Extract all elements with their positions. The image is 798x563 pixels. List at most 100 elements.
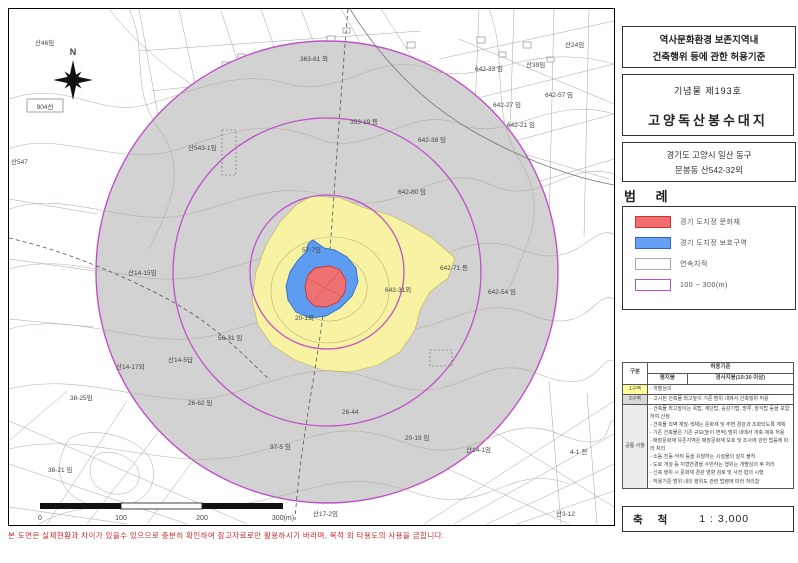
map-parcel-label: 산3-12 <box>556 509 575 518</box>
common-criteria-bullet: - 신축 행위 시 문화재 경관 영향 검토 및 사전 협의 시행 <box>650 470 764 477</box>
map-parcel-label: 산14-17외 <box>116 362 145 371</box>
map-parcel-label: 642-33 임 <box>475 65 503 73</box>
legend-item-heritage: 경기 도지정 문화재 <box>635 216 795 228</box>
monument-box: 기념물 제193호 고양독산봉수대지 <box>622 74 794 136</box>
map-parcel-label: 4-1 전 <box>570 447 587 456</box>
map-parcel-label: 20-1외 <box>295 314 314 322</box>
common-criteria-bullet: - 건축물 최고높이는 옥탑, 계단탑, 승강기탑, 망루, 장식탑 등을 포함… <box>650 406 790 420</box>
scale-tick-label: 200 <box>196 515 208 522</box>
map-parcel-label: 642-57 임 <box>545 91 573 99</box>
map-parcel-label: 산547 <box>11 157 28 166</box>
map-parcel-label: 산24임 <box>565 40 584 49</box>
criteria-title-line1: 역사문화환경 보존지역내 <box>659 34 759 46</box>
map-parcel-label: 산14-1임 <box>466 445 491 454</box>
criteria-title-line2: 건축행위 등에 관한 허용기준 <box>652 51 766 63</box>
scale-value: 1 : 3,000 <box>699 513 750 525</box>
map-parcel-label: 642-54 임 <box>488 288 516 296</box>
address-line1: 경기도 고양시 일산 동구 <box>666 149 752 160</box>
heritage-swatch-icon <box>635 216 671 228</box>
zone2-criteria: - 고시된 건축물 최고높이 기준 범위 내에서 건축행위 허용 <box>647 394 794 406</box>
site-name: 고양독산봉수대지 <box>648 113 768 128</box>
map-parcel-label: 904선 <box>37 102 54 111</box>
criteria-table: 구분 허용기준 평지붕 경사지붕(10:30 이상) 1구역 - 개별심의 2구… <box>622 362 795 489</box>
scale-bar-ticks: 0 100 200 300(m) <box>38 515 294 522</box>
legend-item-label: 경기 도지정 보호구역 <box>680 240 748 247</box>
map-parcel-label: 산543-1임 <box>188 143 217 152</box>
monument-designation: 기념물 제193호 <box>674 86 742 96</box>
criteria-subheader-slope: 경사지붕(10:30 이상) <box>686 372 795 385</box>
criteria-header: 허용기준 <box>647 362 794 374</box>
map-parcel-label: 38-25임 <box>70 394 93 402</box>
address-box: 경기도 고양시 일산 동구 문봉동 산542-32외 <box>622 142 796 182</box>
scale-tick-label: 0 <box>38 515 42 522</box>
cadastral-swatch-icon <box>635 258 671 270</box>
legend-item-cadastral: 연속지적 <box>635 258 795 270</box>
scale-label: 축 척 <box>633 513 674 526</box>
compass-star-icon <box>53 60 93 100</box>
parcel-mesh-se <box>423 380 614 525</box>
side-panel: 역사문화환경 보존지역내 건축행위 등에 관한 허용기준 기념물 제193호 고… <box>622 0 796 563</box>
map-parcel-label: 353-19 등 <box>350 118 378 126</box>
scale-tick-label: 300(m) <box>272 515 294 522</box>
map-parcel-label: 20-19 임 <box>405 434 429 442</box>
map-parcel-label: 642-38 임 <box>418 136 446 144</box>
zone1-label: 1구역 <box>622 383 648 396</box>
parcel-mesh-sw <box>9 198 248 525</box>
map-parcel-label: 산14-15임 <box>128 268 157 277</box>
map-parcel-label: 642-21 임 <box>507 121 535 129</box>
legend-item-label: 경기 도지정 문화재 <box>680 219 741 226</box>
common-criteria-bullet: - 허용기준 범위 내의 행위도 관련 법령에 따라 처리함 <box>650 478 760 485</box>
common-criteria: - 건축물 최고높이는 옥탑, 계단탑, 승강기탑, 망루, 장식탑 등을 포함… <box>647 404 794 489</box>
map-parcel-label: 97-5 임 <box>270 443 291 451</box>
map-parcel-label: 산17-2임 <box>313 509 338 518</box>
map-parcel-label: 363-81 외 <box>300 55 328 63</box>
map-parcel-label: 26-62 임 <box>188 399 212 407</box>
map-parcel-label: 57-7임 <box>302 246 321 254</box>
map-parcel-label: 56-31 임 <box>218 334 242 342</box>
range-rings <box>172 117 482 427</box>
common-label: 공통 사항 <box>622 404 648 489</box>
road <box>349 9 614 186</box>
common-criteria-bullet: - 매장문화재 유존지역은 매장문화재 보호 및 조사에 관한 법률에 따라 처… <box>650 438 789 452</box>
legend-item-protection: 경기 도지정 보호구역 <box>635 237 795 249</box>
zone2-label: 2구역 <box>622 394 648 406</box>
criteria-col-group: 구분 <box>622 362 648 385</box>
map-parcel-label: 642-71 등 <box>440 264 468 272</box>
legend-title: 범 례 <box>624 189 676 204</box>
legend-item-range-rings: 100 ~ 300(m) <box>635 279 795 291</box>
common-criteria-bullet: - 기존 건축물은 기존 규모(높이·면적) 범위 내에서 개축·재축 허용 <box>650 430 785 437</box>
map-parcel-label: 산14-5답 <box>168 355 193 364</box>
map-parcel-label: 산46임 <box>35 38 54 47</box>
dashed-parcels <box>221 129 453 367</box>
common-criteria-bullet: - 소음·진동·악취 등을 유발하는 시설물의 설치 불허 <box>650 453 756 460</box>
map-parcel-label: 26-44 <box>342 409 359 416</box>
map-parcel-label: 산39임 <box>526 60 545 69</box>
scale-bar <box>40 502 283 510</box>
common-criteria-bullet: - 건축물 외벽 재질·색채는 문화재 및 주변 경관과 조화되도록 계획 <box>650 421 786 428</box>
scale-tick-label: 100 <box>115 515 127 522</box>
zone1-criteria: - 개별심의 <box>647 383 794 396</box>
range-rings-swatch-icon <box>635 279 671 291</box>
boxed-label-frame <box>26 98 64 113</box>
map-parcel-label: 38-21 임 <box>48 466 72 474</box>
map-parcel-label: N <box>70 47 77 57</box>
protection-swatch-icon <box>635 237 671 249</box>
disclaimer-text: 본 도면은 실제현황과 차이가 있을수 있으므로 충분히 확인하여 참고자료로만… <box>8 531 445 540</box>
address-line2: 문봉동 산542-32외 <box>675 164 743 175</box>
map-parcel-label: 642-31외 <box>385 286 411 294</box>
legend-item-label: 100 ~ 300(m) <box>680 281 728 289</box>
map-parcel-label: 642-27 임 <box>493 101 521 109</box>
legend-item-label: 연속지적 <box>680 261 708 268</box>
common-criteria-bullet: - 도로 개설 등 지형변경을 수반하는 행위는 개별심의 후 처리 <box>650 462 775 469</box>
criteria-subheader-flat: 평지붕 <box>647 372 688 385</box>
criteria-title-box: 역사문화환경 보존지역내 건축행위 등에 관한 허용기준 <box>622 26 796 68</box>
heritage-parcel-lines <box>308 271 344 302</box>
map-parcel-label: 642-80 임 <box>398 188 426 196</box>
heritage-parcel <box>304 265 347 308</box>
